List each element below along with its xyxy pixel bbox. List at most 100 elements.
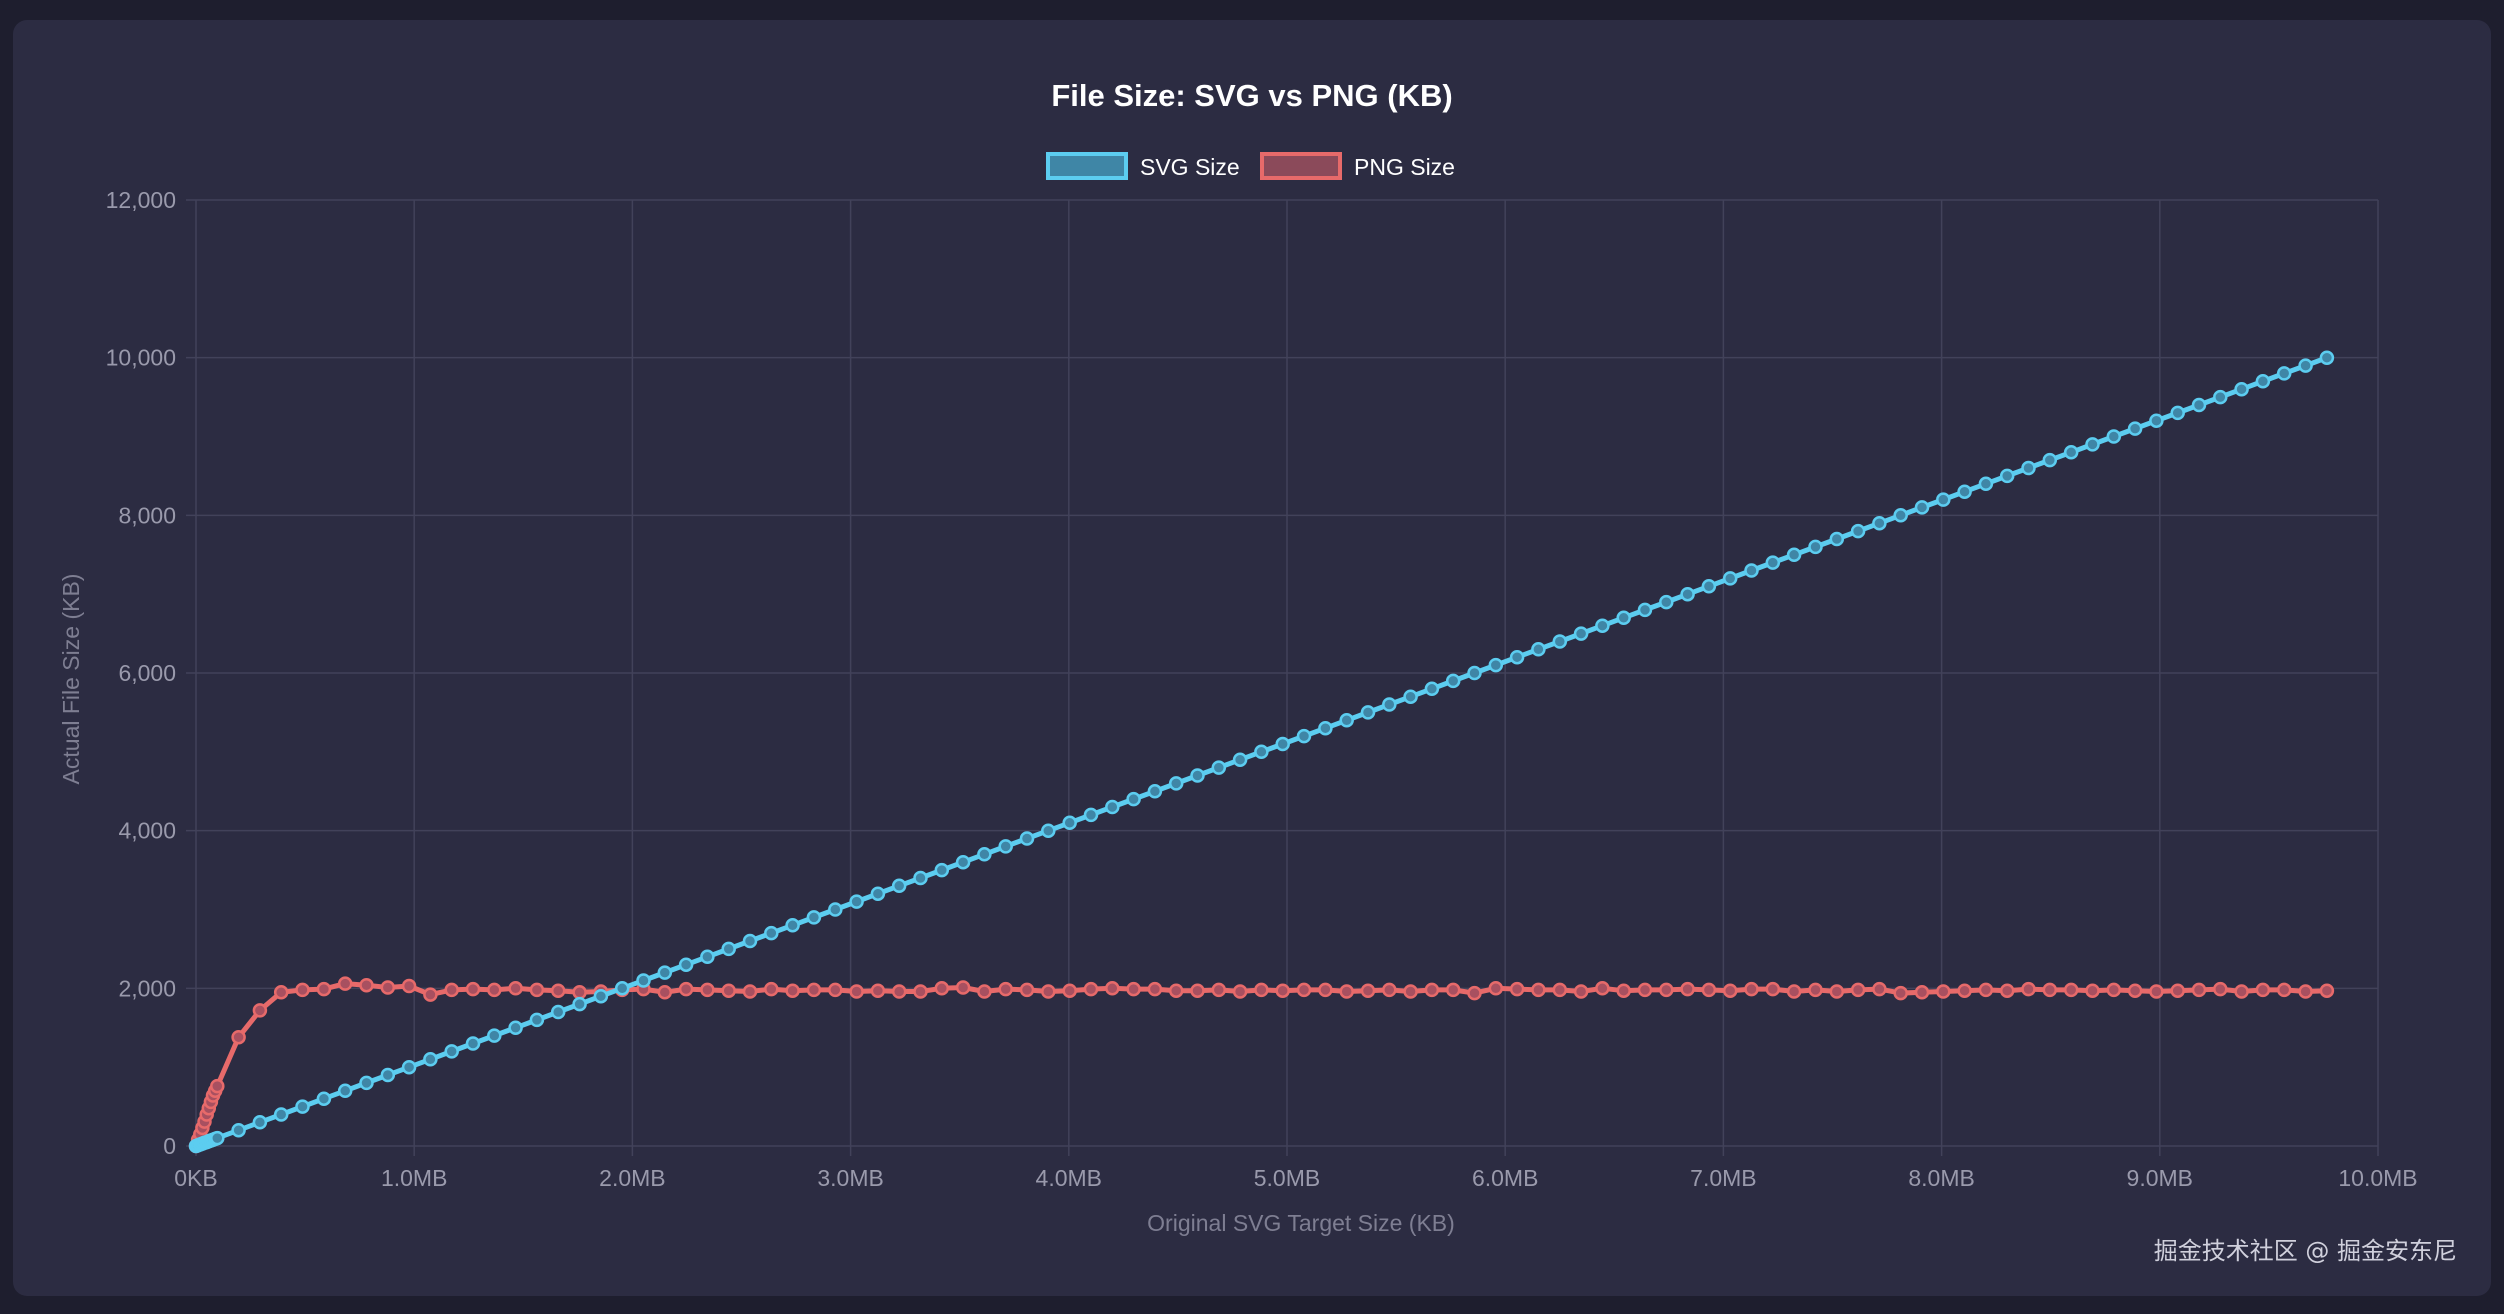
data-point-svg-size[interactable] <box>529 1012 545 1028</box>
data-point-png-size[interactable] <box>273 985 289 1000</box>
data-point-png-size[interactable] <box>1232 984 1248 999</box>
data-point-png-size[interactable] <box>2213 981 2228 997</box>
data-point-svg-size[interactable] <box>1829 531 1845 547</box>
data-point-svg-size[interactable] <box>1488 657 1504 673</box>
data-point-png-size[interactable] <box>1403 984 1418 999</box>
data-point-png-size[interactable] <box>1595 981 1610 996</box>
data-point-png-size[interactable] <box>2149 984 2164 999</box>
data-point-svg-size[interactable] <box>2170 405 2185 421</box>
data-point-png-size[interactable] <box>508 981 523 996</box>
data-point-svg-size[interactable] <box>2149 413 2164 428</box>
data-point-png-size[interactable] <box>1062 983 1077 998</box>
data-point-png-size[interactable] <box>1893 985 1908 1001</box>
data-point-svg-size[interactable] <box>465 1036 481 1051</box>
data-point-svg-size[interactable] <box>700 949 715 965</box>
data-point-svg-size[interactable] <box>913 870 928 886</box>
data-point-png-size[interactable] <box>380 980 396 995</box>
data-point-svg-size[interactable] <box>550 1004 566 1020</box>
data-point-svg-size[interactable] <box>2042 452 2058 468</box>
data-point-svg-size[interactable] <box>444 1044 459 1059</box>
data-point-png-size[interactable] <box>572 985 587 1000</box>
data-point-svg-size[interactable] <box>1147 784 1163 799</box>
data-point-svg-size[interactable] <box>1062 815 1077 831</box>
data-point-svg-size[interactable] <box>742 933 758 949</box>
data-point-png-size[interactable] <box>2191 982 2207 998</box>
data-point-svg-size[interactable] <box>1531 642 1546 657</box>
data-point-png-size[interactable] <box>1147 981 1163 997</box>
data-point-png-size[interactable] <box>231 1029 246 1045</box>
data-point-svg-size[interactable] <box>231 1122 246 1138</box>
data-point-png-size[interactable] <box>1105 981 1120 996</box>
data-point-svg-size[interactable] <box>1701 579 1717 594</box>
data-point-png-size[interactable] <box>1914 985 1930 1000</box>
data-point-svg-size[interactable] <box>1424 681 1440 697</box>
data-point-svg-size[interactable] <box>1999 468 2015 484</box>
data-point-png-size[interactable] <box>1424 982 1440 998</box>
data-point-svg-size[interactable] <box>1936 492 1951 507</box>
data-point-png-size[interactable] <box>913 984 928 999</box>
data-point-png-size[interactable] <box>487 982 502 998</box>
data-point-png-size[interactable] <box>1999 983 2015 998</box>
data-point-png-size[interactable] <box>955 980 971 995</box>
data-point-png-size[interactable] <box>2170 983 2185 998</box>
data-point-svg-size[interactable] <box>934 862 950 878</box>
data-point-svg-size[interactable] <box>593 988 609 1004</box>
data-point-png-size[interactable] <box>359 977 374 993</box>
data-point-png-size[interactable] <box>678 981 694 997</box>
data-point-svg-size[interactable] <box>1403 689 1418 704</box>
data-point-svg-size[interactable] <box>721 941 736 957</box>
data-point-svg-size[interactable] <box>1573 626 1589 641</box>
data-point-png-size[interactable] <box>2085 983 2100 998</box>
data-point-svg-size[interactable] <box>1680 586 1695 602</box>
data-point-svg-size[interactable] <box>1339 713 1354 728</box>
data-point-png-size[interactable] <box>1445 982 1461 998</box>
data-point-png-size[interactable] <box>891 984 907 999</box>
data-point-png-size[interactable] <box>700 982 715 998</box>
data-point-svg-size[interactable] <box>1765 555 1781 570</box>
data-point-png-size[interactable] <box>2276 982 2292 998</box>
data-point-png-size[interactable] <box>1360 983 1376 998</box>
data-point-svg-size[interactable] <box>1616 610 1631 626</box>
data-point-svg-size[interactable] <box>849 894 864 909</box>
data-point-png-size[interactable] <box>1957 983 1972 998</box>
data-point-svg-size[interactable] <box>2319 350 2335 365</box>
data-point-png-size[interactable] <box>1190 983 1205 998</box>
data-point-svg-size[interactable] <box>1382 697 1397 712</box>
data-point-svg-size[interactable] <box>1637 602 1653 618</box>
data-point-svg-size[interactable] <box>2213 389 2228 405</box>
data-point-png-size[interactable] <box>1126 981 1141 997</box>
data-point-svg-size[interactable] <box>891 878 907 894</box>
data-point-svg-size[interactable] <box>1275 736 1290 752</box>
data-point-svg-size[interactable] <box>1509 649 1525 665</box>
data-point-png-size[interactable] <box>1254 982 1269 998</box>
data-point-png-size[interactable] <box>1531 982 1546 998</box>
data-point-svg-size[interactable] <box>273 1107 289 1122</box>
data-point-png-size[interactable] <box>2319 983 2335 998</box>
legend-item-png[interactable]: PNG Size <box>1260 152 1455 180</box>
data-point-png-size[interactable] <box>1019 982 1035 998</box>
data-point-png-size[interactable] <box>210 1078 225 1094</box>
data-point-png-size[interactable] <box>1509 981 1525 997</box>
data-point-svg-size[interactable] <box>2191 397 2207 413</box>
data-point-png-size[interactable] <box>1850 982 1866 998</box>
data-point-svg-size[interactable] <box>1254 744 1269 760</box>
data-point-svg-size[interactable] <box>1744 563 1759 578</box>
data-point-svg-size[interactable] <box>1232 752 1248 767</box>
data-point-svg-size[interactable] <box>401 1059 417 1075</box>
data-point-png-size[interactable] <box>1211 982 1227 998</box>
data-point-png-size[interactable] <box>1168 983 1184 998</box>
data-point-svg-size[interactable] <box>2234 381 2249 397</box>
legend-item-svg[interactable]: SVG Size <box>1046 152 1240 180</box>
data-point-png-size[interactable] <box>444 982 459 998</box>
data-point-svg-size[interactable] <box>210 1130 225 1146</box>
data-point-png-size[interactable] <box>1275 983 1290 998</box>
data-point-svg-size[interactable] <box>1722 571 1738 586</box>
data-point-svg-size[interactable] <box>764 925 779 941</box>
data-point-png-size[interactable] <box>401 978 417 994</box>
data-point-svg-size[interactable] <box>2063 445 2079 460</box>
data-point-svg-size[interactable] <box>337 1083 353 1099</box>
data-point-svg-size[interactable] <box>1318 720 1333 736</box>
data-point-svg-size[interactable] <box>2127 421 2143 436</box>
data-point-svg-size[interactable] <box>1957 484 1972 499</box>
data-point-png-size[interactable] <box>1083 981 1099 997</box>
